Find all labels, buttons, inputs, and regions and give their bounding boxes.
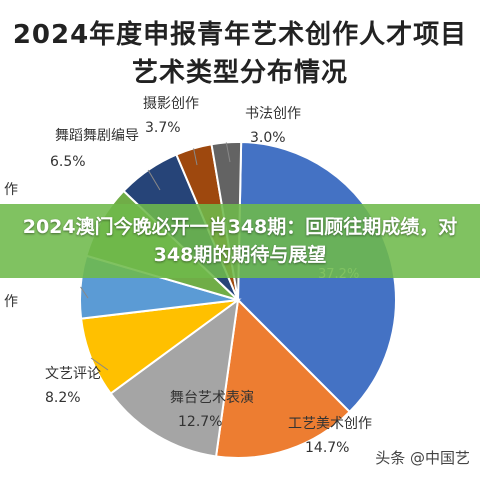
slice-label: 摄影创作	[143, 96, 199, 112]
slice-value-label: 8.2%	[45, 390, 81, 406]
slice-value-label: 3.0%	[250, 130, 286, 146]
leader-line	[147, 169, 161, 191]
banner-headline[interactable]: 2024澳门今晚必开一肖348期：回顾往期成绩，对348期的期待与展望	[22, 216, 458, 266]
pie-slice	[214, 297, 352, 459]
chart-title-line2: 艺术类型分布情况	[131, 58, 348, 88]
slice-label: 作	[4, 182, 18, 198]
slice-value-label: 6.5%	[50, 154, 86, 170]
slice-value-label: 14.7%	[305, 440, 349, 456]
slice-label: 舞台艺术表演	[170, 390, 254, 406]
pie-slice	[109, 297, 240, 458]
source-watermark: 头条 @中国艺	[371, 445, 474, 470]
leader-line	[193, 148, 198, 166]
leader-line	[80, 286, 89, 299]
slice-label: 书法创作	[245, 106, 301, 122]
leader-line	[90, 357, 109, 371]
slice-label: 舞蹈舞剧编导	[55, 128, 139, 144]
slice-value-label: 3.7%	[145, 120, 181, 136]
slice-value-label: 12.7%	[178, 414, 222, 430]
overlay-banner[interactable]: 2024澳门今晚必开一肖348期：回顾往期成绩，对348期的期待与展望	[0, 204, 480, 278]
leader-line	[225, 142, 231, 163]
slice-label: 作	[4, 294, 18, 310]
chart-title-line1: 2024年度申报青年艺术创作人才项目	[12, 20, 468, 50]
slice-label: 工艺美术创作	[288, 416, 372, 432]
slice-label: 文艺评论	[45, 366, 101, 382]
